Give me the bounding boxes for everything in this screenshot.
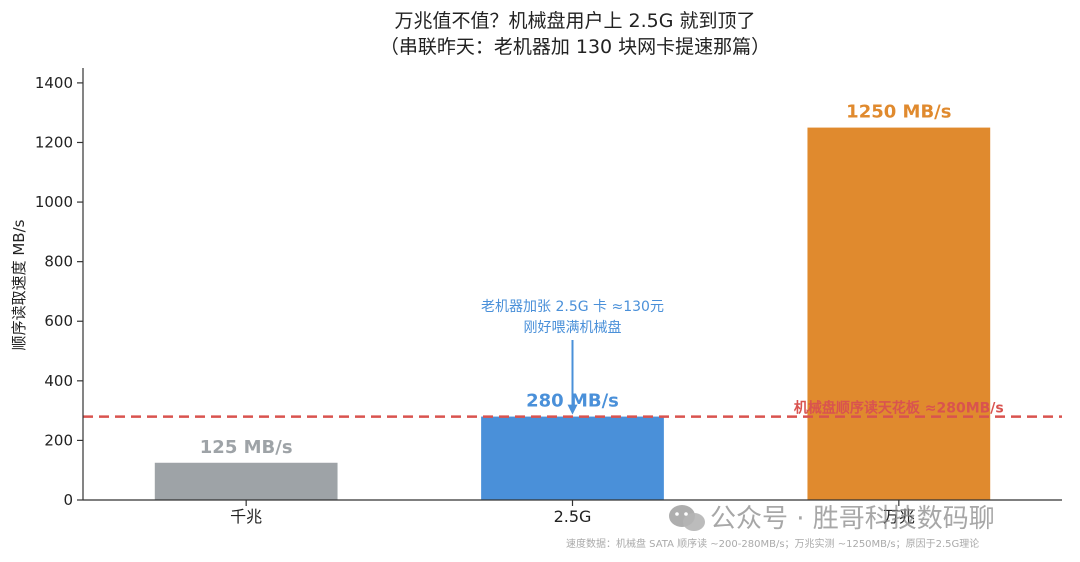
y-axis-label: 顺序读取速度 MB/s [10, 219, 28, 350]
y-tick-label: 800 [44, 253, 73, 271]
bar-0 [154, 462, 338, 500]
x-tick-label: 万兆 [883, 507, 915, 526]
bar-value-label: 125 MB/s [200, 437, 293, 458]
y-tick-label: 600 [44, 312, 73, 330]
y-tick-label: 0 [63, 491, 73, 509]
annotation-text: 老机器加张 2.5G 卡 ≈130元 [481, 299, 664, 315]
annotation-text: 刚好喂满机械盘 [524, 319, 622, 336]
x-tick-label: 千兆 [230, 507, 262, 526]
reference-line-label: 机械盘顺序读天花板 ≈280MB/s [794, 400, 1004, 417]
x-tick-label: 2.5G [554, 507, 592, 526]
annotation-arrowhead [567, 404, 578, 415]
bar-2 [807, 127, 991, 500]
y-tick-label: 200 [44, 431, 73, 449]
y-tick-label: 1200 [35, 133, 73, 151]
y-tick-label: 400 [44, 372, 73, 390]
chart-subtitle: （串联昨天：老机器加 130 块网卡提速那篇） [380, 36, 770, 58]
chart-title: 万兆值不值？机械盘用户上 2.5G 就到顶了 [394, 10, 755, 32]
y-tick-label: 1000 [35, 193, 73, 211]
footnote: 速度数据：机械盘 SATA 顺序读 ~200-280MB/s；万兆实测 ~125… [566, 537, 979, 550]
watermark-text: 公众号 · 胜哥科技数码聊 [710, 504, 995, 534]
y-tick-label: 1400 [35, 74, 73, 92]
wechat-icon [669, 505, 705, 531]
bar-1 [481, 416, 664, 500]
watermark: 公众号 · 胜哥科技数码聊 [669, 504, 995, 534]
bar-value-label: 1250 MB/s [846, 102, 951, 123]
